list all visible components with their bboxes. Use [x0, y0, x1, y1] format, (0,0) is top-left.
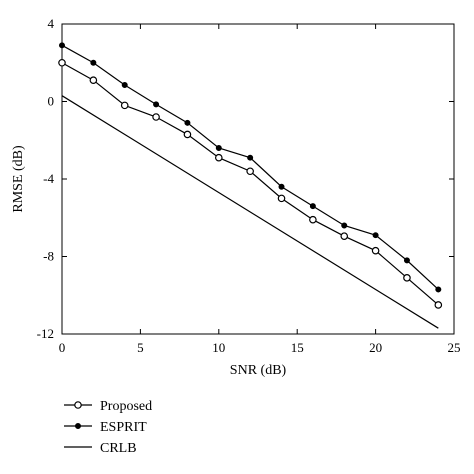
x-tick-label: 0: [59, 340, 66, 355]
x-tick-label: 20: [369, 340, 382, 355]
legend-label-proposed: Proposed: [100, 399, 152, 414]
legend-item-esprit: ESPRIT: [64, 420, 147, 435]
x-tick-label: 25: [448, 340, 461, 355]
data-point-proposed: [277, 194, 286, 203]
axis-ticks: 0 5 10 15 20 25 4 0 -4 -8 -12: [37, 16, 461, 355]
data-point-esprit: [341, 222, 348, 229]
data-point-esprit: [184, 119, 191, 126]
legend-item-proposed: Proposed: [64, 399, 152, 414]
data-point-proposed: [309, 215, 317, 224]
data-point-esprit: [121, 82, 128, 89]
x-tick-label: 10: [212, 340, 225, 355]
data-point-esprit: [153, 101, 160, 108]
data-point-proposed: [152, 113, 160, 121]
y-tick-label: 4: [48, 16, 55, 31]
legend: Proposed ESPRIT CRLB: [64, 399, 152, 456]
legend-marker-proposed: [74, 401, 82, 409]
series-esprit: [59, 42, 442, 293]
data-point-esprit: [278, 183, 285, 190]
data-point-esprit: [59, 42, 66, 49]
y-tick-label: -8: [43, 249, 54, 264]
data-point-esprit: [215, 144, 222, 151]
series-layer: [58, 42, 443, 329]
x-axis-label: SNR (dB): [230, 363, 287, 378]
legend-marker-esprit: [75, 422, 82, 429]
data-point-proposed: [434, 301, 443, 309]
data-point-esprit: [90, 59, 97, 66]
data-point-esprit: [435, 286, 442, 293]
y-tick-label: -4: [43, 171, 54, 186]
plot-border: [61, 23, 455, 335]
series-line-proposed: [61, 62, 439, 306]
y-axis-label: RMSE (dB): [11, 145, 26, 213]
data-point-proposed: [183, 130, 192, 139]
data-point-esprit: [247, 154, 254, 161]
data-point-proposed: [340, 232, 349, 240]
data-point-proposed: [89, 76, 98, 84]
legend-label-esprit: ESPRIT: [100, 420, 147, 435]
x-tick-label: 5: [137, 340, 144, 355]
data-point-esprit: [372, 232, 379, 239]
series-crlb: [61, 95, 439, 329]
data-point-proposed: [120, 101, 129, 110]
x-tick-label: 15: [291, 340, 304, 355]
y-tick-label: 0: [48, 94, 55, 109]
data-point-proposed: [371, 246, 380, 255]
data-point-esprit: [403, 257, 410, 264]
series-line-esprit: [61, 44, 439, 290]
series-line-crlb: [61, 95, 439, 329]
legend-label-crlb: CRLB: [100, 441, 137, 456]
data-point-proposed: [246, 167, 254, 176]
data-point-proposed: [403, 274, 411, 282]
plot-frame: [61, 23, 455, 335]
data-point-esprit: [309, 203, 316, 210]
data-point-proposed: [215, 153, 223, 162]
series-proposed: [58, 58, 443, 309]
legend-item-crlb: CRLB: [64, 441, 137, 456]
data-point-proposed: [58, 58, 66, 67]
y-tick-label: -12: [37, 326, 54, 341]
